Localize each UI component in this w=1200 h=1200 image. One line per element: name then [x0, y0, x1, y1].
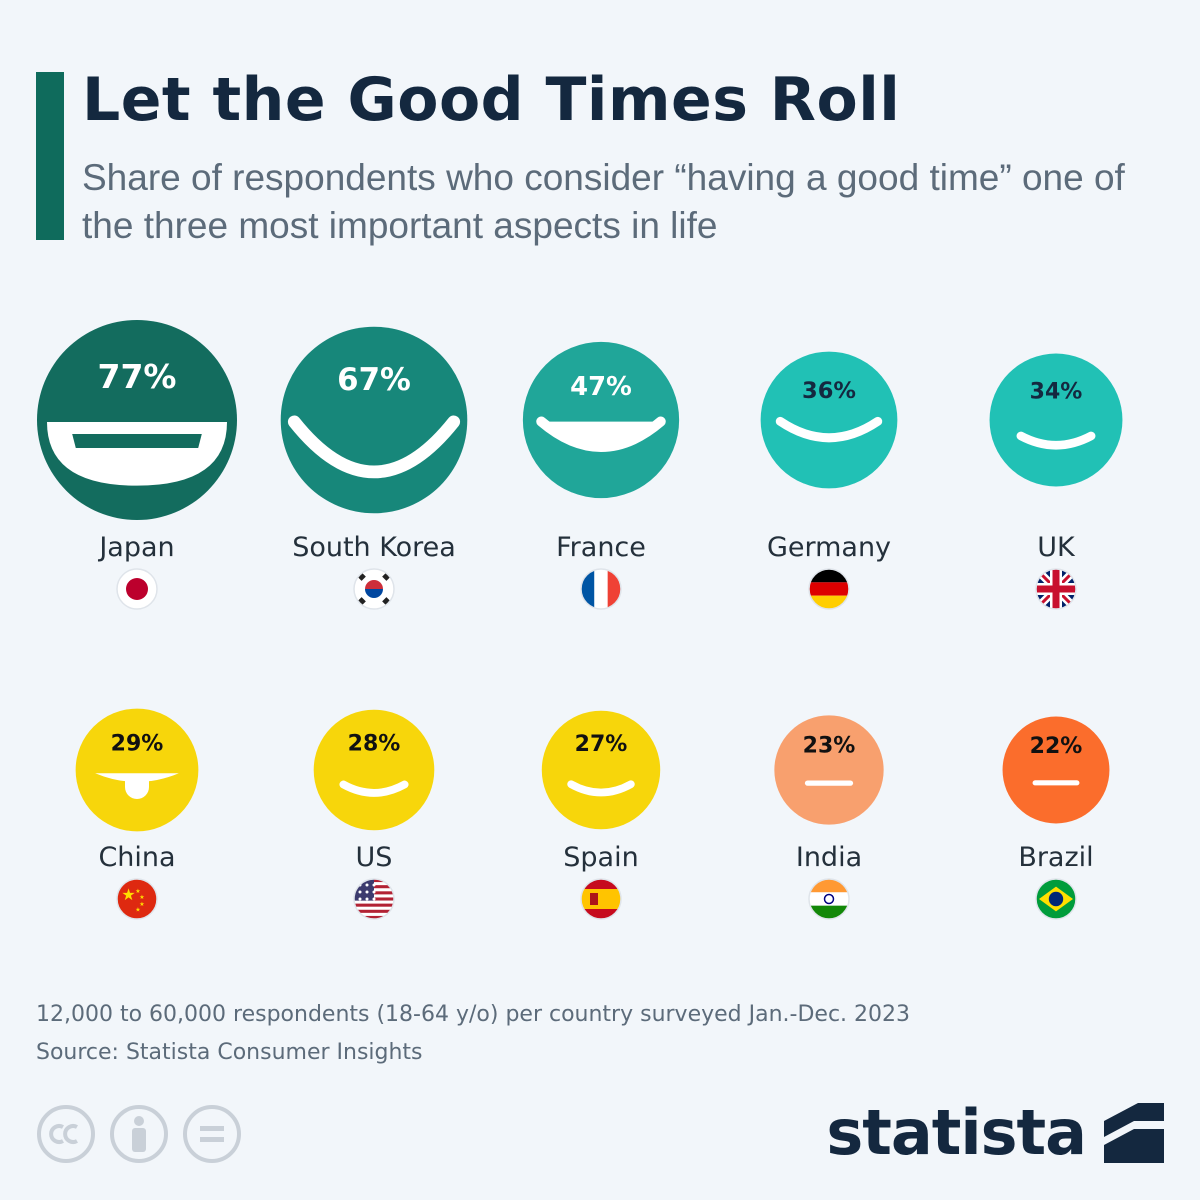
bubble-brazil: 22%	[1002, 716, 1110, 824]
title-accent-bar	[36, 72, 64, 240]
value-label-spain: 27%	[575, 732, 628, 757]
face-uk	[989, 353, 1123, 487]
svg-text:★: ★	[139, 901, 144, 908]
bubble-france: 47%	[522, 341, 680, 499]
value-label-germany: 36%	[802, 378, 856, 404]
face-spain	[541, 710, 661, 830]
svg-text:★: ★	[139, 894, 144, 901]
statista-logo-text: statista	[826, 1096, 1087, 1169]
license-icons	[36, 1104, 246, 1170]
smile-south-korea	[287, 415, 461, 479]
bubble-us: 28%	[313, 709, 435, 831]
china-flag: ★ ★★★★	[116, 878, 158, 920]
source-note: Source: Statista Consumer Insights	[36, 1040, 423, 1065]
country-label-brazil: Brazil	[1018, 842, 1093, 873]
page-subtitle: Share of respondents who consider “havin…	[82, 157, 1125, 246]
bubble-india: 23%	[774, 715, 884, 825]
smile-china	[95, 773, 179, 782]
face-brazil	[1002, 716, 1110, 824]
statista-brand[interactable]: statista	[826, 1098, 1164, 1168]
country-label-japan: Japan	[97, 532, 174, 563]
india-flag	[808, 878, 850, 920]
survey-note: 12,000 to 60,000 respondents (18-64 y/o)…	[36, 1002, 911, 1027]
face-germany	[760, 351, 898, 489]
value-label-china: 29%	[111, 731, 164, 756]
country-label-south-korea: South Korea	[292, 532, 456, 563]
country-label-china: China	[98, 842, 175, 873]
country-label-us: US	[356, 842, 393, 873]
statista-logo-icon	[1104, 1103, 1164, 1163]
spain-flag	[580, 878, 622, 920]
mouth-japan	[72, 434, 202, 448]
cc-icon[interactable]	[37, 1105, 95, 1163]
bubble-uk: 34%	[989, 353, 1123, 487]
brazil-flag	[1035, 878, 1077, 920]
value-label-us: 28%	[348, 732, 401, 757]
country-label-france: France	[556, 532, 646, 563]
tongue-china	[125, 778, 149, 800]
country-label-spain: Spain	[563, 842, 638, 873]
value-label-uk: 34%	[1030, 380, 1083, 405]
svg-text:★: ★	[135, 906, 140, 913]
country-label-india: India	[796, 842, 862, 873]
bubble-japan: 77%	[37, 320, 237, 520]
face-china	[75, 708, 199, 832]
no-derivatives-icon[interactable]	[183, 1105, 241, 1163]
us-flag	[353, 878, 395, 920]
value-label-south-korea: 67%	[337, 362, 411, 398]
uk-flag	[1035, 568, 1077, 610]
face-us	[313, 709, 435, 831]
smile-uk	[1016, 431, 1096, 450]
face-france	[522, 341, 680, 499]
face-south-korea	[280, 326, 468, 514]
germany-flag	[808, 568, 850, 610]
face-india	[774, 715, 884, 825]
smile-us	[339, 780, 409, 797]
svg-text:★: ★	[121, 885, 135, 904]
country-label-germany: Germany	[767, 532, 891, 563]
face-japan	[37, 320, 237, 520]
bubble-spain: 27%	[541, 710, 661, 830]
value-label-france: 47%	[570, 372, 632, 402]
bubble-chart: 77% Japan 67% South Korea 47% France 36% German…	[37, 320, 1123, 920]
japan-flag	[116, 568, 158, 610]
svg-text:★: ★	[135, 888, 140, 895]
bubble-germany: 36%	[760, 351, 898, 489]
south-korea-flag	[353, 568, 395, 610]
bubble-china: 29%	[75, 708, 199, 832]
attribution-icon[interactable]	[110, 1105, 168, 1163]
value-label-india: 23%	[803, 734, 856, 759]
value-label-brazil: 22%	[1030, 734, 1083, 759]
country-label-uk: UK	[1037, 532, 1076, 563]
smile-germany	[775, 416, 883, 443]
bubble-south-korea: 67%	[280, 326, 468, 514]
france-flag	[580, 568, 622, 610]
page-title: Let the Good Times Roll	[82, 65, 901, 135]
smile-france	[536, 416, 666, 452]
smile-spain	[567, 780, 635, 797]
value-label-japan: 77%	[98, 357, 177, 396]
